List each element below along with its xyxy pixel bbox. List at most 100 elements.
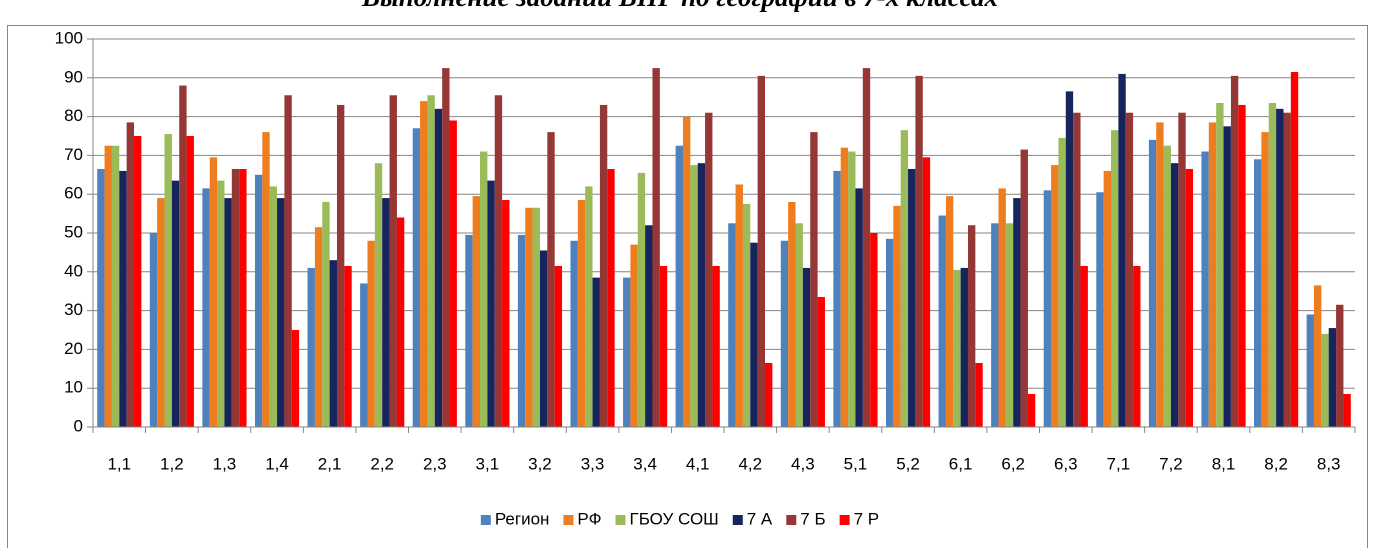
bar (1080, 265, 1088, 427)
bar (1118, 73, 1126, 428)
bar (750, 242, 758, 427)
bar (396, 217, 405, 427)
bar (1261, 132, 1269, 427)
bar (1216, 103, 1224, 428)
bar (1276, 108, 1284, 427)
legend-swatch (480, 515, 491, 525)
y-tick-label: 30 (64, 300, 83, 319)
x-tick-label: 2,3 (423, 454, 447, 473)
bar (239, 168, 247, 428)
bar (157, 198, 165, 427)
bar (630, 244, 638, 427)
bar (427, 95, 435, 427)
bar (134, 136, 142, 427)
bar (104, 145, 112, 427)
bar (465, 234, 473, 427)
bar (1268, 103, 1277, 428)
bar (442, 68, 450, 427)
bar (1148, 139, 1157, 427)
x-tick-label: 1,2 (160, 454, 184, 473)
x-tick-label: 5,2 (896, 454, 920, 473)
bar (900, 130, 909, 427)
bar (307, 267, 315, 427)
bar (870, 233, 878, 427)
bar (757, 75, 766, 428)
bar (735, 184, 743, 427)
bar (420, 101, 428, 427)
bar (329, 260, 337, 427)
bar (788, 201, 796, 427)
bar (577, 200, 586, 427)
bar (1125, 112, 1134, 427)
bar (360, 283, 368, 427)
x-tick-label: 2,1 (318, 454, 342, 473)
y-tick-label: 10 (64, 378, 83, 397)
bar (1321, 333, 1329, 427)
bar (1013, 198, 1021, 427)
chart-title: Выполнение заданий ВПР по географии в 7-… (361, 0, 998, 12)
bar (382, 198, 390, 427)
bar (231, 168, 240, 428)
bar (810, 132, 818, 427)
x-tick-label: 8,2 (1264, 454, 1288, 473)
bar (547, 132, 555, 427)
bar (164, 134, 172, 427)
bar (539, 250, 548, 427)
bar (862, 68, 871, 427)
bar (975, 362, 983, 427)
bar (254, 174, 263, 427)
bar (1027, 394, 1036, 427)
x-tick-label: 1,1 (107, 454, 131, 473)
legend-label: 7 А (747, 509, 773, 528)
bar (742, 203, 751, 427)
bar (1005, 223, 1014, 427)
bar (1073, 112, 1081, 427)
y-tick-label: 20 (64, 339, 83, 358)
bar (202, 188, 210, 427)
bar (697, 163, 706, 427)
bar (97, 168, 105, 428)
bar (126, 122, 135, 428)
x-tick-label: 4,2 (738, 454, 762, 473)
bar (795, 223, 803, 427)
bar (111, 145, 120, 427)
x-tick-label: 6,1 (949, 454, 973, 473)
x-tick-label: 3,4 (633, 454, 657, 473)
legend-label: РФ (577, 509, 601, 528)
bar (817, 297, 825, 427)
bar (412, 128, 421, 428)
x-tick-label: 1,4 (265, 454, 289, 473)
legend-label: 7 Р (854, 509, 880, 528)
bar (712, 265, 720, 427)
bar (480, 151, 488, 427)
bar (449, 120, 457, 427)
bar (1201, 151, 1209, 427)
bar (1283, 112, 1291, 427)
x-tick-label: 3,2 (528, 454, 552, 473)
bar (991, 223, 999, 427)
bar (1306, 314, 1314, 427)
y-tick-label: 60 (64, 184, 83, 203)
bar (1290, 71, 1299, 427)
bar (998, 188, 1006, 427)
x-tick-label: 8,3 (1317, 454, 1341, 473)
legend-swatch (563, 515, 574, 525)
bar (517, 234, 526, 427)
bar (1178, 112, 1186, 427)
bar (1336, 304, 1344, 427)
bar (893, 205, 901, 427)
bar (322, 201, 330, 427)
bar (592, 277, 600, 427)
x-tick-label: 6,2 (1001, 454, 1025, 473)
legend-swatch (732, 515, 743, 525)
bar (1328, 328, 1337, 427)
y-tick-label: 40 (64, 261, 83, 280)
bar (532, 207, 540, 427)
y-tick-label: 90 (64, 67, 83, 86)
bar (599, 104, 608, 428)
legend-swatch (786, 515, 797, 525)
bar (269, 186, 278, 427)
bar (284, 95, 292, 427)
bar (960, 267, 968, 427)
x-tick-label: 7,1 (1107, 454, 1131, 473)
